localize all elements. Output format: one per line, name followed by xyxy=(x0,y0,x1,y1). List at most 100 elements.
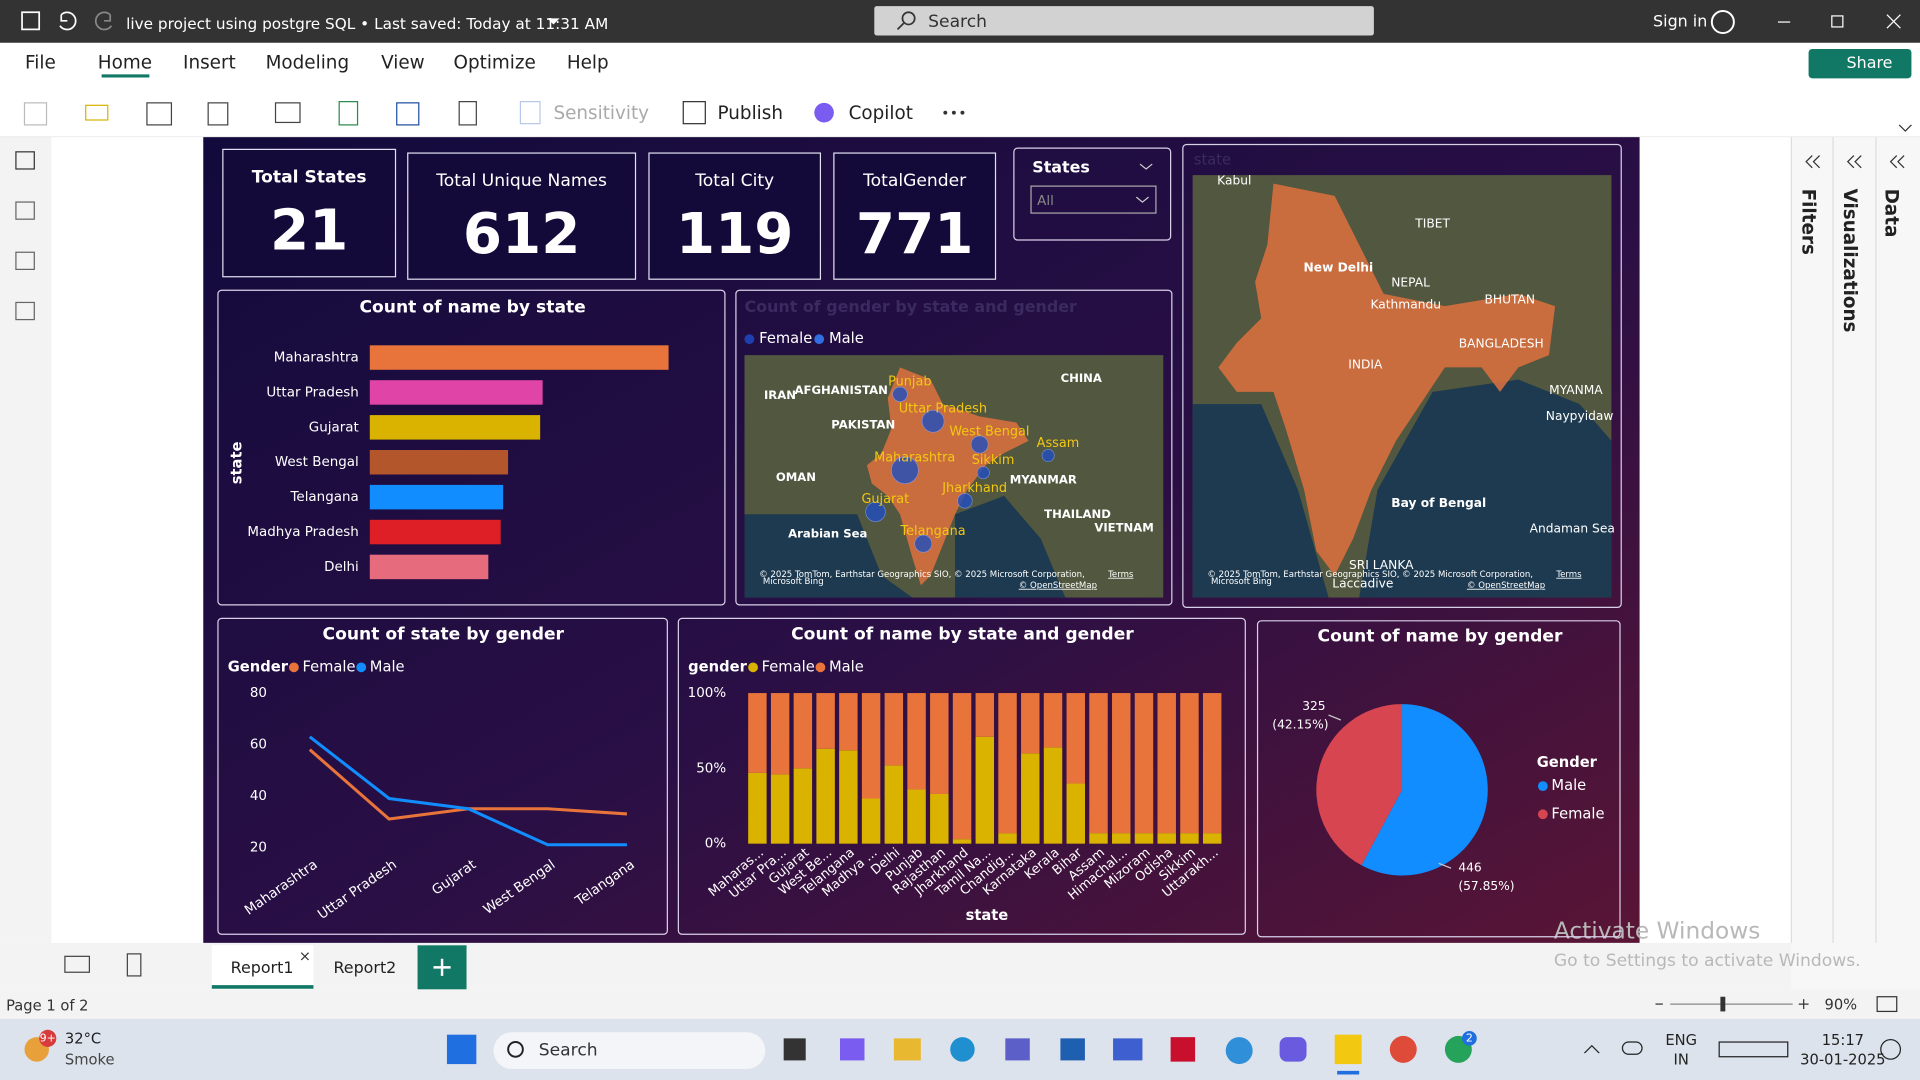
zoom-in[interactable] xyxy=(1798,999,1809,1009)
pane-title[interactable]: Filters xyxy=(1797,189,1818,255)
refresh-icon[interactable] xyxy=(338,101,359,126)
ribbon-collapse[interactable] xyxy=(1898,124,1912,132)
tray-icon[interactable] xyxy=(1621,1041,1643,1055)
taskbar-search[interactable] xyxy=(493,1032,766,1069)
attribution[interactable]: © OpenStreetMap xyxy=(1019,581,1097,591)
app-icon[interactable] xyxy=(1005,1038,1030,1061)
temperature: 32°C xyxy=(65,1031,101,1048)
bar xyxy=(369,554,489,580)
bar-segment xyxy=(1157,693,1176,834)
calc-icon[interactable] xyxy=(458,101,477,126)
app-icon[interactable] xyxy=(1225,1037,1253,1065)
menu-item[interactable]: Optimize xyxy=(454,53,536,74)
copilot-icon[interactable] xyxy=(814,102,834,123)
tab[interactable] xyxy=(211,945,314,990)
share-button[interactable] xyxy=(1808,48,1912,79)
notifications[interactable] xyxy=(1880,1038,1902,1060)
search-box[interactable] xyxy=(874,6,1374,36)
start[interactable] xyxy=(446,1034,477,1065)
table-view[interactable] xyxy=(15,201,35,220)
dax-view[interactable] xyxy=(15,301,35,321)
map-label: Assam xyxy=(1037,436,1080,451)
tab-close[interactable] xyxy=(300,952,310,961)
menu-item[interactable]: View xyxy=(381,53,425,74)
app-icon[interactable] xyxy=(950,1037,975,1062)
sign-in[interactable]: Sign in xyxy=(1653,12,1707,31)
more[interactable] xyxy=(951,110,956,115)
publish-icon[interactable] xyxy=(682,101,706,125)
avatar[interactable] xyxy=(1710,10,1735,35)
share[interactable]: Share xyxy=(1847,53,1893,72)
attribution[interactable]: © OpenStreetMap xyxy=(1467,581,1545,591)
map-label: Punjab xyxy=(888,375,931,390)
report-icon[interactable] xyxy=(207,102,229,126)
date: 30-01-2025 xyxy=(1800,1051,1885,1068)
tab[interactable]: Report2 xyxy=(333,958,396,977)
legend-dot xyxy=(288,662,299,673)
desktop-layout[interactable] xyxy=(64,955,90,973)
slicer-dropdown[interactable] xyxy=(1030,185,1157,214)
map-sea xyxy=(744,495,1066,598)
expand-visualizations[interactable] xyxy=(1846,155,1862,169)
map-label: MYANMAR xyxy=(1010,473,1077,487)
pane-title[interactable]: Data xyxy=(1881,189,1902,238)
tray-icons[interactable] xyxy=(1718,1041,1789,1058)
zoom-thumb[interactable] xyxy=(1720,996,1726,1012)
bar-segment xyxy=(884,765,904,844)
slicer-chevron[interactable] xyxy=(1139,163,1153,170)
title-dropdown[interactable] xyxy=(547,18,560,25)
mobile-layout[interactable] xyxy=(126,953,142,977)
y-tick-label: 0% xyxy=(705,837,727,852)
tray-expand[interactable] xyxy=(1584,1044,1600,1054)
save-icon[interactable] xyxy=(21,11,41,31)
app-icon[interactable] xyxy=(1279,1037,1307,1062)
ribbon-button[interactable]: Copilot xyxy=(849,103,913,124)
menu-item[interactable]: Home xyxy=(98,53,152,74)
menu-item[interactable]: Help xyxy=(567,53,609,74)
transform-icon[interactable] xyxy=(274,102,301,124)
legend-label: Female xyxy=(759,330,812,347)
weather: Smoke xyxy=(65,1051,115,1068)
app-icon[interactable] xyxy=(1334,1034,1362,1065)
expand-data[interactable] xyxy=(1889,155,1905,169)
pane-title[interactable]: Visualizations xyxy=(1839,189,1860,333)
visual-frame xyxy=(677,617,1246,935)
legend-dot xyxy=(1537,781,1548,792)
visual-icon[interactable] xyxy=(396,102,420,126)
app-icon[interactable] xyxy=(1170,1037,1196,1062)
app-icon[interactable] xyxy=(1113,1038,1143,1061)
model-view[interactable] xyxy=(15,251,35,270)
menu-item[interactable]: Insert xyxy=(183,53,236,74)
attribution[interactable]: Terms xyxy=(1107,570,1134,580)
card-value: 771 xyxy=(856,202,974,267)
bar-segment xyxy=(1066,783,1085,844)
map-bubble xyxy=(921,409,945,433)
data-icon[interactable] xyxy=(146,102,173,126)
more[interactable] xyxy=(943,110,948,115)
attribution[interactable]: Terms xyxy=(1555,570,1582,580)
tab[interactable]: Report1 xyxy=(231,958,294,977)
app-icon[interactable] xyxy=(893,1038,921,1061)
app-icon[interactable] xyxy=(1060,1038,1085,1061)
map-label: Naypyidaw xyxy=(1546,409,1614,423)
undo-icon[interactable] xyxy=(59,11,77,31)
app-icon[interactable] xyxy=(783,1038,806,1061)
menu-item[interactable]: Modeling xyxy=(266,53,350,74)
menu-item[interactable]: File xyxy=(25,53,56,74)
expand-filters[interactable] xyxy=(1805,155,1821,169)
watermark: Go to Settings to activate Windows. xyxy=(1554,951,1861,971)
restore[interactable] xyxy=(1831,15,1844,28)
close[interactable] xyxy=(1886,14,1901,29)
clock: 15:17 xyxy=(1822,1032,1864,1049)
app-icon[interactable] xyxy=(1389,1035,1417,1063)
report-view[interactable] xyxy=(15,151,35,170)
map-label: Jharkhand xyxy=(941,481,1007,496)
fit-page[interactable] xyxy=(1876,996,1898,1013)
map-label: West Bengal xyxy=(949,425,1029,440)
map-label: SRI LANKA xyxy=(1349,558,1414,572)
map-label: Telangana xyxy=(899,524,965,539)
ribbon-button[interactable]: Publish xyxy=(718,103,783,124)
more[interactable] xyxy=(960,110,965,115)
bar-segment xyxy=(816,693,835,749)
app-icon[interactable] xyxy=(840,1038,865,1061)
